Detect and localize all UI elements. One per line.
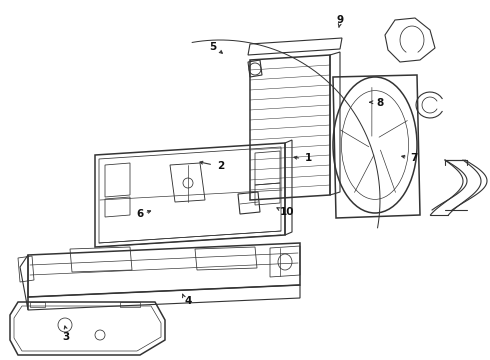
Text: 3: 3 [63,332,70,342]
Text: 2: 2 [217,161,224,171]
Text: 10: 10 [279,207,294,217]
Text: 7: 7 [410,153,418,163]
Text: 9: 9 [337,15,344,25]
Text: 8: 8 [376,98,383,108]
Text: 1: 1 [305,153,312,163]
Text: 6: 6 [136,209,143,219]
Text: 5: 5 [210,42,217,52]
Text: 4: 4 [185,296,193,306]
